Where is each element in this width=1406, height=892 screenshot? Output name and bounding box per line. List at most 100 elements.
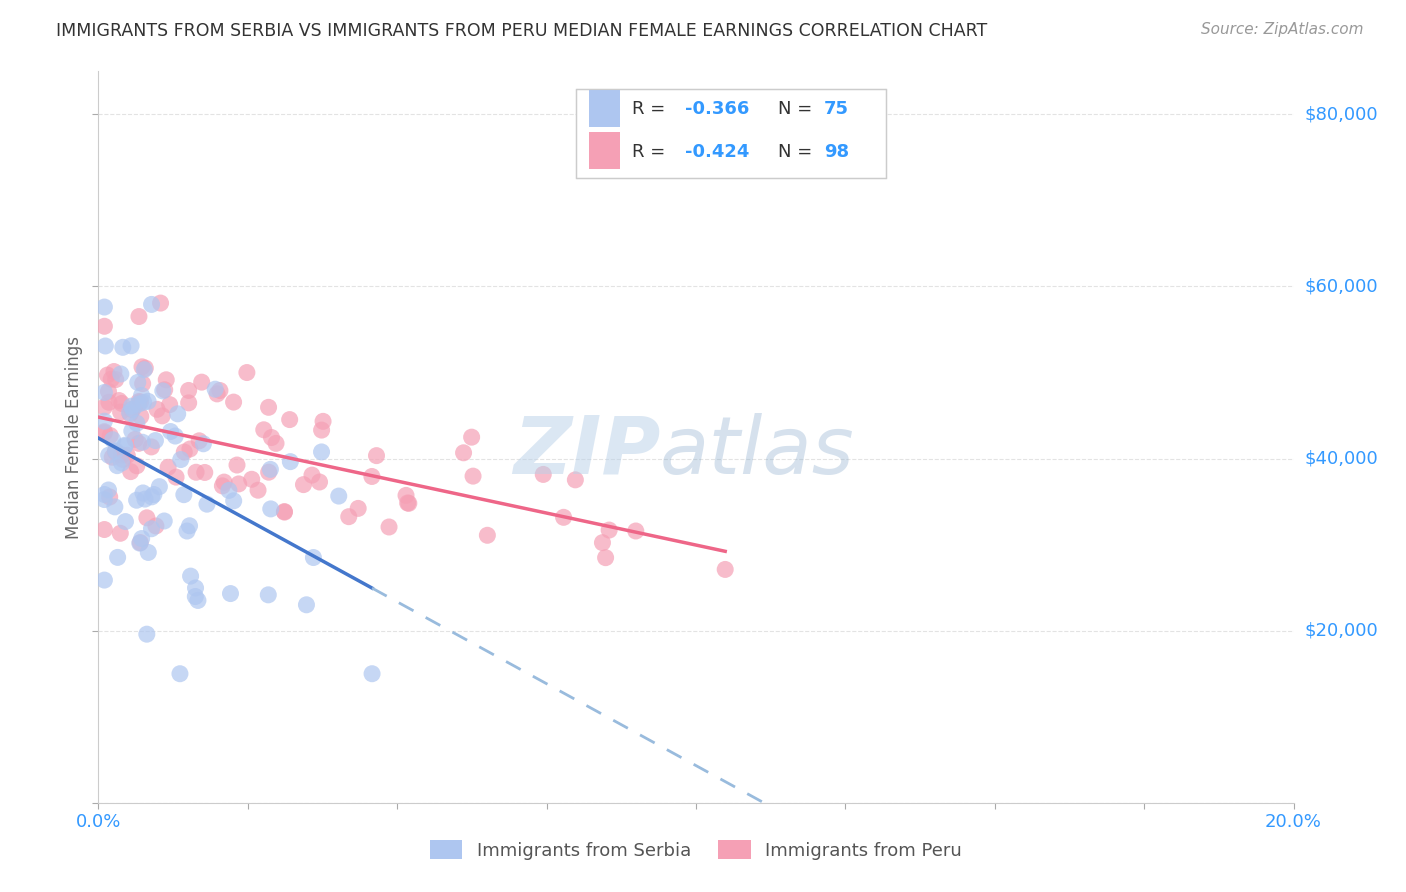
Point	[311, 423, 333, 437]
Point	[257, 401, 280, 415]
Point	[127, 397, 149, 411]
Point	[97, 448, 120, 462]
Point	[204, 382, 226, 396]
Point	[141, 490, 163, 504]
Point	[128, 310, 150, 324]
Point	[257, 465, 280, 479]
Point	[121, 399, 143, 413]
Point	[93, 400, 115, 414]
Point	[184, 590, 207, 604]
Point	[361, 469, 384, 483]
Text: IMMIGRANTS FROM SERBIA VS IMMIGRANTS FROM PERU MEDIAN FEMALE EARNINGS CORRELATIO: IMMIGRANTS FROM SERBIA VS IMMIGRANTS FRO…	[56, 22, 987, 40]
Point	[120, 407, 142, 421]
Text: $60,000: $60,000	[1305, 277, 1378, 295]
Point	[228, 477, 250, 491]
Point	[132, 395, 155, 409]
Point	[240, 472, 263, 486]
Point	[150, 409, 173, 423]
Point	[190, 375, 212, 389]
Point	[121, 402, 143, 417]
Point	[110, 448, 132, 462]
Point	[110, 405, 132, 419]
Point	[595, 550, 617, 565]
Point	[302, 550, 325, 565]
Point	[128, 394, 150, 409]
Point	[131, 359, 153, 374]
Point	[104, 443, 127, 458]
Point	[93, 487, 115, 501]
Point	[396, 496, 419, 510]
Point	[132, 486, 155, 500]
Text: -0.366: -0.366	[685, 100, 749, 118]
Point	[477, 528, 499, 542]
Point	[134, 362, 156, 376]
Point	[152, 384, 174, 398]
Point	[100, 372, 122, 386]
Point	[180, 569, 202, 583]
Point	[131, 532, 153, 546]
Point	[101, 450, 124, 465]
Point	[153, 514, 176, 528]
Text: R =: R =	[633, 100, 671, 118]
Point	[149, 296, 172, 310]
Point	[136, 394, 159, 409]
Point	[165, 470, 187, 484]
Point	[108, 393, 131, 408]
Point	[101, 433, 124, 447]
Point	[111, 396, 134, 410]
Point	[177, 396, 200, 410]
Point	[714, 562, 737, 576]
Point	[564, 473, 586, 487]
Point	[93, 300, 115, 314]
Point	[398, 496, 420, 510]
Point	[111, 340, 134, 354]
Point	[93, 573, 115, 587]
Point	[96, 368, 118, 382]
Point	[165, 429, 187, 443]
Point	[104, 500, 127, 514]
Text: 98: 98	[824, 143, 849, 161]
Point	[117, 449, 139, 463]
Point	[93, 414, 115, 428]
Point	[110, 456, 132, 470]
Point	[312, 414, 335, 428]
Point	[179, 518, 201, 533]
Point	[273, 505, 295, 519]
Point	[177, 384, 200, 398]
Point	[127, 376, 149, 390]
Point	[153, 383, 176, 397]
Point	[461, 469, 484, 483]
Point	[134, 361, 156, 376]
Point	[128, 436, 150, 450]
Point	[114, 439, 136, 453]
Text: ZIP: ZIP	[513, 413, 661, 491]
Text: N =: N =	[778, 100, 817, 118]
Point	[260, 430, 283, 444]
Point	[114, 438, 136, 452]
Point	[120, 465, 142, 479]
Point	[278, 412, 301, 426]
Point	[176, 524, 198, 538]
Point	[295, 598, 318, 612]
Point	[236, 366, 259, 380]
Point	[93, 319, 115, 334]
Point	[193, 436, 215, 450]
Point	[124, 433, 146, 447]
Text: $80,000: $80,000	[1305, 105, 1378, 123]
Point	[120, 339, 142, 353]
Point	[208, 384, 231, 398]
Point	[98, 490, 121, 504]
Point	[212, 475, 235, 489]
Point	[141, 297, 163, 311]
Point	[131, 435, 153, 450]
Point	[141, 440, 163, 454]
Point	[553, 510, 575, 524]
Point	[121, 402, 143, 417]
Point	[93, 425, 115, 439]
Point	[129, 395, 152, 409]
Point	[280, 455, 302, 469]
Point	[308, 475, 330, 489]
Point	[129, 535, 152, 549]
Point	[157, 460, 180, 475]
Point	[247, 483, 270, 498]
